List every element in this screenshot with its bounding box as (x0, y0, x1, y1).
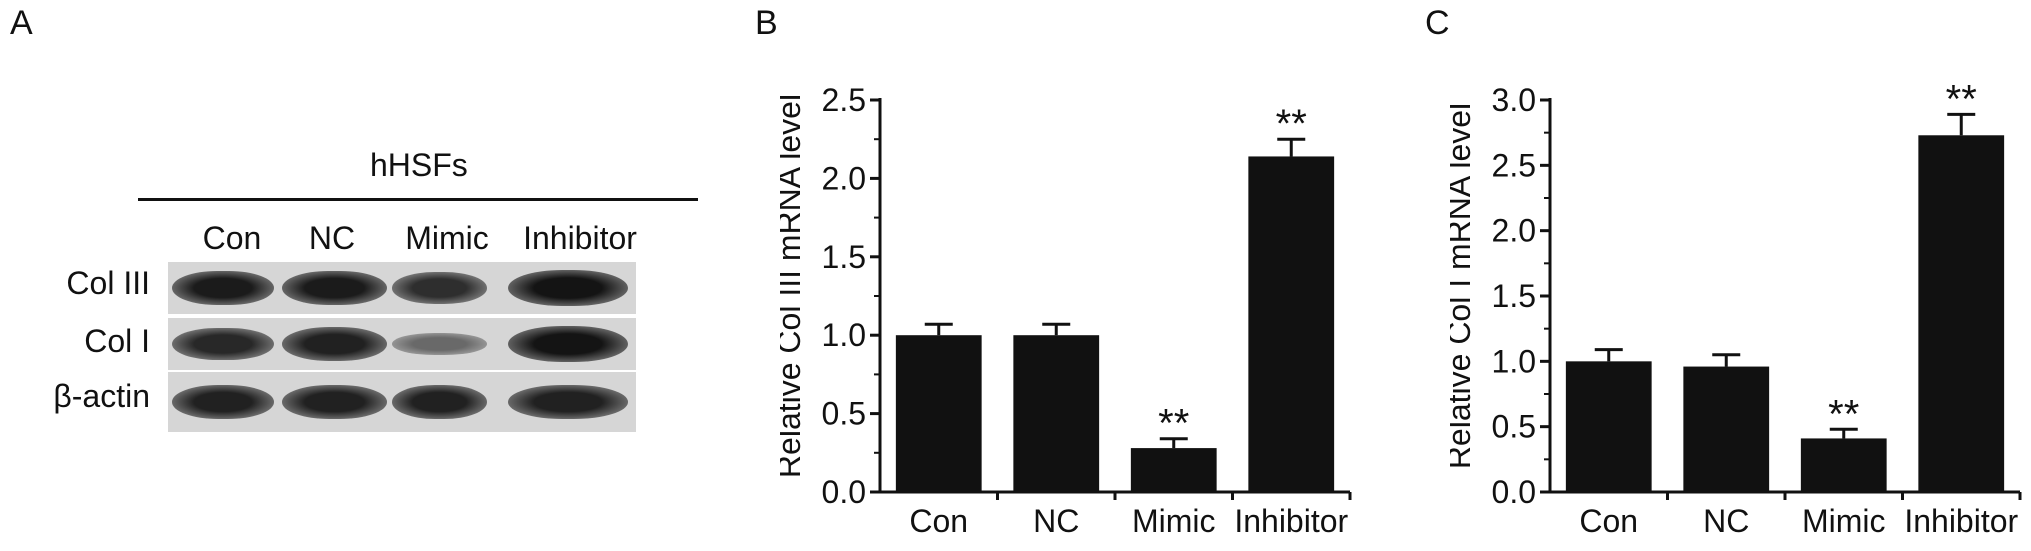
x-tick-label: Mimic (1802, 503, 1886, 539)
col3-mrna-bar-chart: 0.0 0.5 1.0 1.5 2.0 2.5 Con NC ** Mimic ** Inhibito… (780, 82, 1352, 539)
y-tick-label: 0.0 (822, 474, 866, 510)
bar-nc (1013, 335, 1100, 492)
bar-con (1565, 361, 1652, 492)
x-tick-label: NC (1703, 503, 1749, 539)
y-axis-label: Relative Col III mRNA level (780, 94, 807, 478)
blot-band (282, 385, 387, 419)
bar-mimic (1800, 438, 1887, 492)
western-blot-panel: A hHSFs Con NC Mimic Inhibitor Col III C… (0, 0, 720, 551)
lane-label-nc: NC (308, 220, 356, 256)
row-label-actin: β-actin (53, 378, 150, 414)
blot-band (172, 327, 274, 361)
y-tick-label: 2.0 (1492, 213, 1536, 249)
significance-marker: ** (1276, 102, 1307, 146)
y-tick-label: 1.0 (1492, 343, 1536, 379)
y-tick-label: 2.5 (1492, 147, 1536, 183)
bar-mimic (1130, 448, 1217, 492)
panel-letter-c: C (1425, 4, 1450, 42)
significance-marker: ** (1158, 402, 1189, 446)
blot-band (392, 385, 487, 419)
panel-letter-a: A (10, 4, 33, 42)
blot-band (508, 326, 628, 362)
y-tick-label: 0.5 (822, 396, 866, 432)
y-tick-label: 0.0 (1492, 474, 1536, 510)
blot-band (508, 385, 628, 419)
bar-nc (1683, 366, 1770, 492)
panel-letter-b: B (755, 4, 778, 42)
y-tick-label: 1.0 (822, 317, 866, 353)
blot-band (508, 270, 628, 306)
cell-type-underline (138, 198, 698, 201)
y-axis-label: Relative Col I mRNA level (1450, 103, 1477, 469)
y-tick-label: 2.0 (822, 160, 866, 196)
blot-band (282, 270, 387, 306)
significance-marker: ** (1946, 77, 1977, 121)
bar-inhibitor (1248, 156, 1335, 492)
x-tick-label: Mimic (1132, 503, 1216, 539)
lane-label-mimic: Mimic (405, 220, 489, 256)
blot-band (172, 385, 274, 419)
x-tick-label: Con (909, 503, 968, 539)
y-tick-label: 2.5 (822, 82, 866, 118)
x-tick-label: Inhibitor (1904, 503, 2018, 539)
bar-inhibitor (1918, 135, 2005, 492)
blot-band (282, 327, 387, 361)
row-label-col1: Col I (84, 323, 150, 359)
blot-band (392, 333, 487, 355)
col1-mrna-bar-chart: 0.0 0.5 1.0 1.5 2.0 2.5 3.0 Con NC ** Mimic ** Inhib… (1450, 77, 2022, 539)
y-tick-label: 0.5 (1492, 409, 1536, 445)
bar-con (895, 335, 982, 492)
y-tick-label: 1.5 (1492, 278, 1536, 314)
x-tick-label: Inhibitor (1234, 503, 1348, 539)
lane-label-con: Con (202, 220, 262, 256)
lane-label-inhibitor: Inhibitor (523, 220, 637, 256)
x-tick-label: Con (1579, 503, 1638, 539)
significance-marker: ** (1828, 392, 1859, 436)
cell-type-label: hHSFs (370, 147, 468, 183)
row-label-col3: Col III (66, 265, 150, 301)
y-tick-label: 1.5 (822, 239, 866, 275)
blot-band (172, 270, 274, 306)
x-tick-label: NC (1033, 503, 1079, 539)
y-tick-label: 3.0 (1492, 82, 1536, 118)
blot-band (392, 272, 487, 304)
